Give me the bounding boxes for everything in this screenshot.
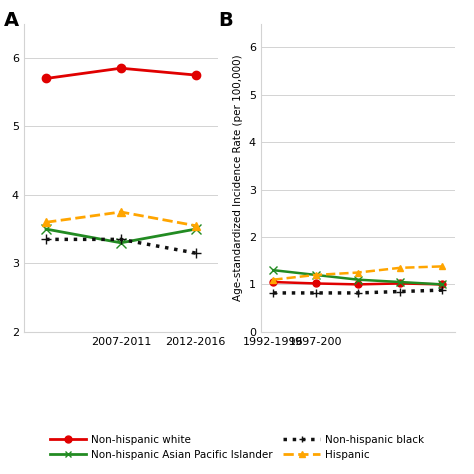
Text: B: B <box>218 11 233 30</box>
Y-axis label: Age-standardized Incidence Rate (per 100,000): Age-standardized Incidence Rate (per 100… <box>233 55 243 301</box>
Legend: Non-hispanic white, Non-hispanic Asian Pacific Islander, Non-hispanic black, His: Non-hispanic white, Non-hispanic Asian P… <box>46 430 428 464</box>
Text: A: A <box>4 11 19 30</box>
